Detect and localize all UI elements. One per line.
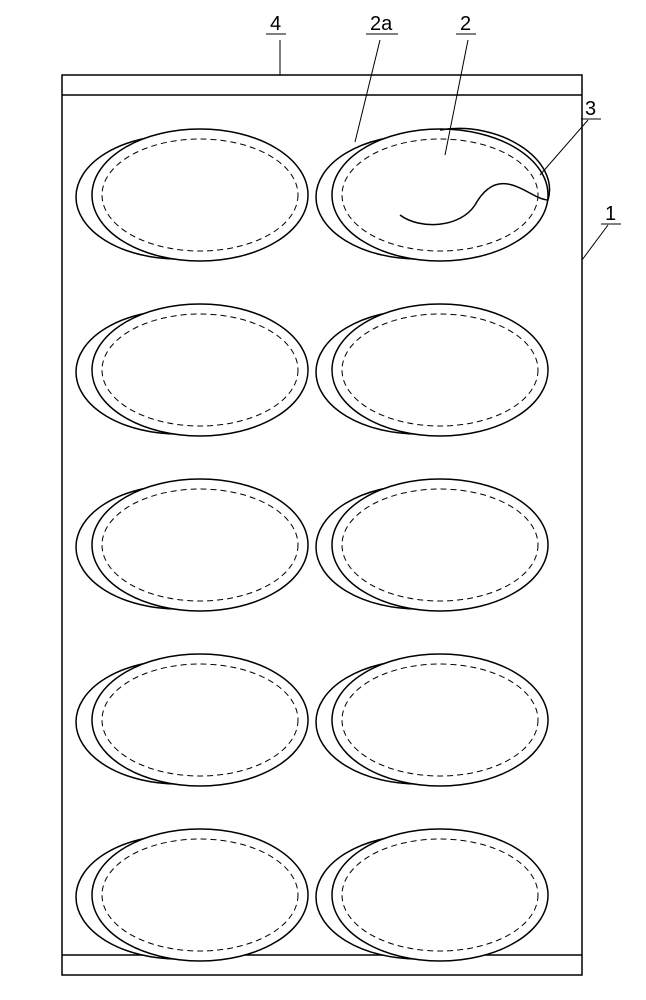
callout-label: 1 bbox=[605, 203, 616, 225]
pocket bbox=[316, 654, 548, 786]
pocket bbox=[76, 304, 308, 436]
pocket-outer-ellipse bbox=[332, 829, 548, 961]
pocket-outer-ellipse bbox=[332, 304, 548, 436]
callout-label: 4 bbox=[270, 13, 281, 35]
callout-label: 2a bbox=[370, 13, 393, 35]
pocket-outer-ellipse bbox=[332, 654, 548, 786]
pocket bbox=[316, 129, 548, 261]
pocket-outer-ellipse bbox=[332, 129, 548, 261]
callout-label: 2 bbox=[460, 13, 471, 35]
pocket-outer-ellipse bbox=[332, 479, 548, 611]
callout-label: 3 bbox=[585, 98, 596, 120]
pocket bbox=[316, 304, 548, 436]
pocket bbox=[316, 829, 548, 961]
pocket bbox=[76, 479, 308, 611]
leader-line bbox=[540, 120, 588, 175]
pocket-outer-ellipse bbox=[92, 654, 308, 786]
pocket bbox=[76, 829, 308, 961]
pocket-outer-ellipse bbox=[92, 304, 308, 436]
pocket-outer-ellipse bbox=[92, 829, 308, 961]
pocket-outer-ellipse bbox=[92, 479, 308, 611]
leader-line bbox=[582, 225, 608, 260]
pocket bbox=[316, 479, 548, 611]
pocket bbox=[76, 654, 308, 786]
technical-diagram: 4 2a 2 3 1 bbox=[0, 0, 646, 1000]
leader-line bbox=[355, 40, 380, 142]
pocket bbox=[76, 129, 308, 261]
pocket-outer-ellipse bbox=[92, 129, 308, 261]
